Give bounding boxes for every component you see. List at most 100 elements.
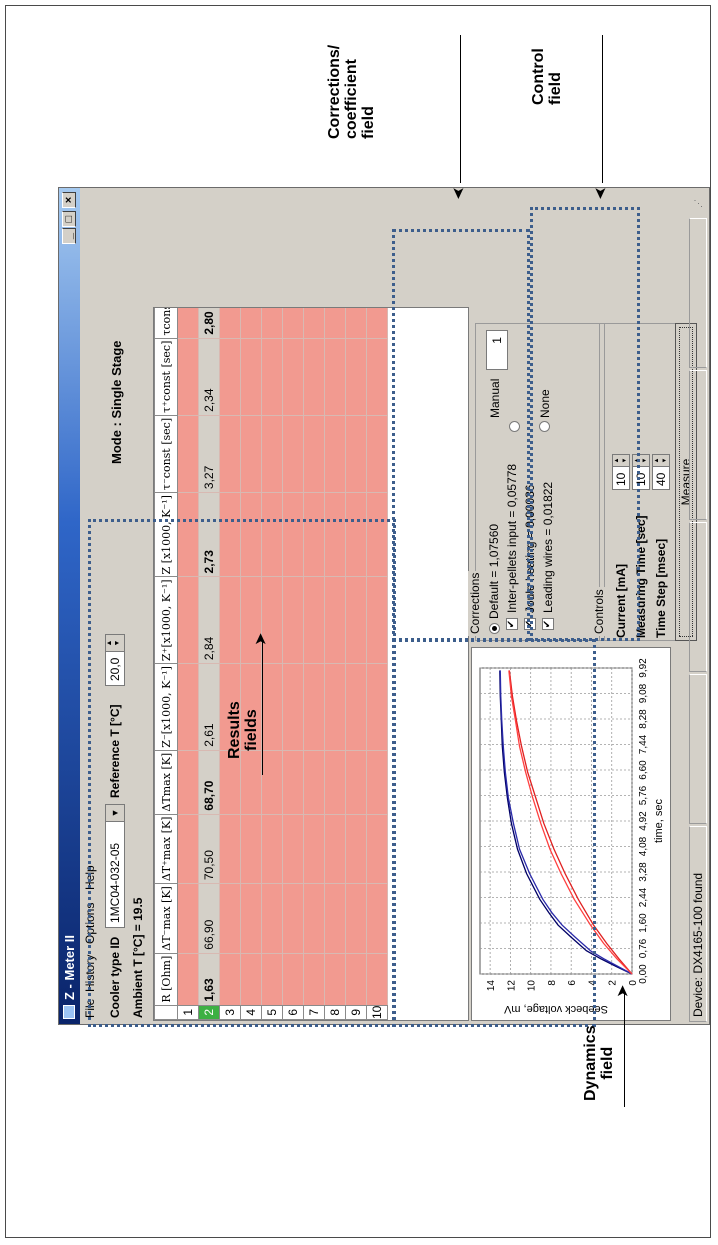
close-icon[interactable]: × bbox=[62, 192, 76, 208]
table-cell[interactable] bbox=[345, 338, 367, 416]
y-tick-label: 12 bbox=[506, 980, 517, 992]
table-cell[interactable] bbox=[177, 415, 199, 493]
mode-label: Mode : Single Stage bbox=[109, 340, 124, 464]
table-cell[interactable] bbox=[240, 338, 262, 416]
y-tick-label: 6 bbox=[567, 980, 578, 986]
maximize-icon[interactable]: □ bbox=[62, 211, 76, 227]
time-step-label: Time Step [msec] bbox=[654, 538, 668, 638]
results-callout-line1: Results bbox=[226, 701, 243, 759]
y-tick-label: 0 bbox=[628, 980, 639, 986]
dynamics-pointer-line bbox=[624, 991, 625, 1107]
time-step-spinner[interactable]: 40 ▲ ▼ bbox=[652, 454, 670, 490]
table-cell[interactable] bbox=[366, 415, 388, 493]
control-arrow-icon: ➤ bbox=[593, 187, 609, 199]
series-line-2 bbox=[508, 670, 633, 975]
table-cell[interactable] bbox=[240, 307, 262, 339]
device-status: Device: DX4165-100 found bbox=[689, 826, 707, 1022]
corrections-callout-line2: coefficient bbox=[343, 58, 360, 139]
table-cell[interactable] bbox=[219, 415, 241, 493]
table-cell[interactable] bbox=[345, 415, 367, 493]
x-tick-label: 9,08 bbox=[638, 683, 649, 703]
table-cell[interactable] bbox=[282, 338, 304, 416]
corrections-callout-line1: Corrections/ bbox=[326, 44, 343, 139]
app-window: Z - Meter II _ □ × File History Options … bbox=[58, 187, 710, 1025]
dynamics-callout-line2: field bbox=[599, 1046, 616, 1080]
x-tick-label: 7,44 bbox=[638, 734, 649, 754]
table-cell[interactable] bbox=[261, 338, 283, 416]
table-cell[interactable] bbox=[303, 415, 325, 493]
table-cell[interactable] bbox=[324, 338, 346, 416]
figure-frame bbox=[5, 5, 711, 1238]
dynamics-callout: Dynamics field bbox=[582, 1025, 616, 1101]
table-cell[interactable]: 3,27 bbox=[198, 415, 220, 493]
x-tick-label: 3,28 bbox=[638, 862, 649, 882]
y-tick-label: 4 bbox=[587, 980, 598, 986]
window-title: Z - Meter II bbox=[62, 934, 77, 1000]
table-cell[interactable] bbox=[303, 307, 325, 339]
table-cell[interactable] bbox=[261, 307, 283, 339]
x-tick-label: 8,28 bbox=[638, 709, 649, 729]
control-field-frame bbox=[530, 207, 640, 641]
table-cell[interactable] bbox=[177, 307, 199, 339]
table-cell[interactable] bbox=[303, 338, 325, 416]
x-tick-label: 4,92 bbox=[638, 811, 649, 831]
column-header[interactable]: τ⁺const [sec] bbox=[154, 338, 178, 416]
table-cell[interactable] bbox=[324, 307, 346, 339]
y-tick-label: 2 bbox=[608, 980, 619, 986]
table-cell[interactable]: 2,80 bbox=[198, 307, 220, 339]
table-cell[interactable] bbox=[282, 307, 304, 339]
status-panel-2 bbox=[689, 674, 707, 824]
minimize-icon[interactable]: _ bbox=[62, 228, 76, 244]
results-pointer-line bbox=[262, 639, 263, 775]
corrections-pointer-line bbox=[460, 35, 461, 183]
table-cell[interactable] bbox=[240, 415, 262, 493]
resize-grip-icon[interactable]: ⋰ bbox=[693, 199, 703, 208]
app-icon bbox=[63, 1005, 75, 1019]
x-tick-label: 9,92 bbox=[638, 658, 649, 678]
series-line-0 bbox=[499, 670, 633, 975]
column-header[interactable]: τconst [sec] bbox=[154, 307, 178, 339]
results-callout: Results fields bbox=[226, 701, 260, 759]
table-cell[interactable] bbox=[282, 415, 304, 493]
corrections-field-frame bbox=[392, 229, 530, 641]
series-line-1 bbox=[499, 670, 633, 975]
x-tick-label: 5,76 bbox=[638, 785, 649, 805]
dynamics-arrow-icon: ➤ bbox=[614, 985, 630, 997]
control-callout: Control field bbox=[530, 48, 564, 105]
y-axis-label: Seebeck voltage, mV bbox=[503, 1003, 608, 1015]
status-panel-5 bbox=[689, 218, 707, 368]
control-pointer-line bbox=[602, 35, 603, 183]
spin-arrows-icon[interactable]: ▲ ▼ bbox=[653, 455, 669, 467]
table-cell[interactable] bbox=[261, 415, 283, 493]
table-cell[interactable] bbox=[366, 338, 388, 416]
results-callout-line2: fields bbox=[243, 709, 260, 751]
time-step-value: 40 bbox=[654, 472, 668, 486]
y-tick-label: 14 bbox=[486, 980, 497, 992]
table-cell[interactable] bbox=[177, 338, 199, 416]
dynamics-callout-line1: Dynamics bbox=[582, 1025, 599, 1101]
status-panel-3 bbox=[689, 522, 707, 672]
control-callout-line1: Control bbox=[530, 48, 547, 105]
control-callout-line2: field bbox=[547, 72, 564, 105]
table-cell[interactable]: 2,34 bbox=[198, 338, 220, 416]
x-tick-label: 0,76 bbox=[638, 938, 649, 958]
x-tick-label: 2,44 bbox=[638, 887, 649, 907]
corrections-callout-line3: field bbox=[360, 106, 377, 139]
y-tick-label: 8 bbox=[547, 980, 558, 986]
dynamics-field-frame bbox=[392, 639, 596, 1027]
results-field-frame bbox=[88, 519, 396, 1027]
x-tick-label: 4,08 bbox=[638, 836, 649, 856]
column-header[interactable]: τ⁻const [sec] bbox=[154, 415, 178, 493]
table-cell[interactable] bbox=[219, 338, 241, 416]
dynamics-chart-panel: 0,00 0,76 1,60 2,44 3,28 4,08 4,92 5,76 6,60 7,44… bbox=[471, 647, 671, 1021]
x-axis-label: time, sec bbox=[653, 798, 665, 843]
status-panel-4 bbox=[689, 370, 707, 520]
series-line-3 bbox=[508, 670, 633, 975]
x-tick-label: 6,60 bbox=[638, 760, 649, 780]
title-bar: Z - Meter II _ □ × bbox=[59, 188, 80, 1024]
table-cell[interactable] bbox=[345, 307, 367, 339]
table-cell[interactable] bbox=[366, 307, 388, 339]
table-cell[interactable] bbox=[324, 415, 346, 493]
table-cell[interactable] bbox=[219, 307, 241, 339]
